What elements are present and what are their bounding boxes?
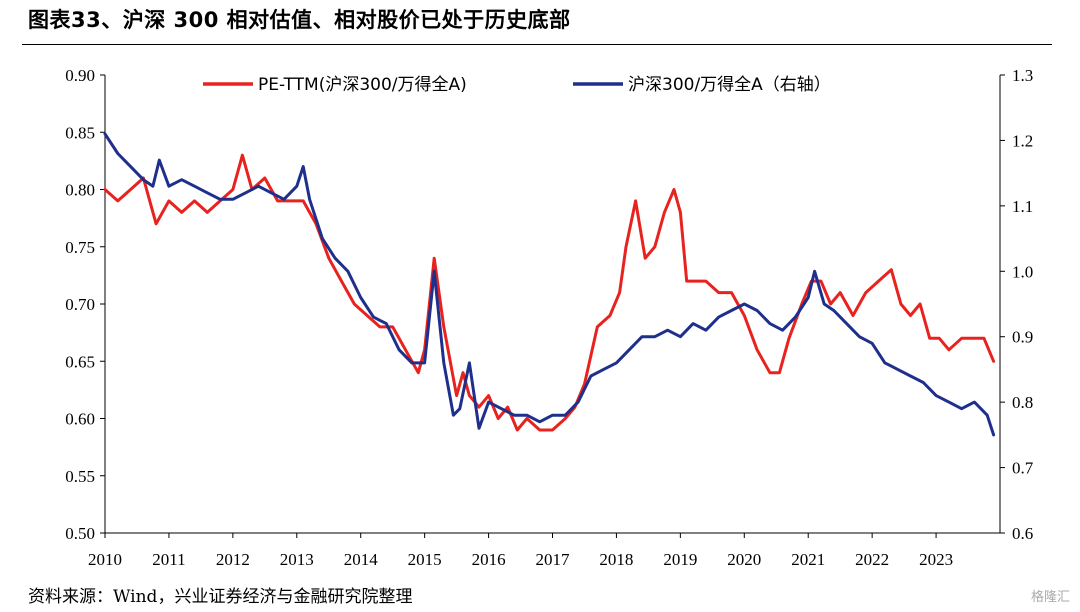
legend-label-price-ratio: 沪深300/万得全A（右轴） bbox=[628, 75, 831, 95]
left-tick-label: 0.75 bbox=[65, 238, 95, 257]
left-tick-label: 0.90 bbox=[65, 66, 95, 85]
right-tick-label: 1.1 bbox=[1012, 197, 1033, 216]
left-tick-label: 0.60 bbox=[65, 410, 95, 429]
left-tick-label: 0.55 bbox=[65, 467, 95, 486]
right-tick-label: 0.7 bbox=[1012, 459, 1034, 478]
x-tick-label: 2014 bbox=[344, 550, 379, 569]
x-tick-label: 2010 bbox=[88, 550, 122, 569]
legend: PE-TTM(沪深300/万得全A) 沪深300/万得全A（右轴） bbox=[203, 75, 831, 95]
title-rule bbox=[22, 44, 1052, 45]
source-note: 资料来源：Wind，兴业证券经济与金融研究院整理 bbox=[28, 587, 413, 607]
right-tick-label: 1.2 bbox=[1012, 131, 1033, 150]
x-tick-label: 2012 bbox=[216, 550, 250, 569]
series-line-price-ratio bbox=[103, 132, 996, 437]
left-tick-label: 0.85 bbox=[65, 123, 95, 142]
left-tick-label: 0.70 bbox=[65, 295, 95, 314]
chart-title: 图表33、沪深 300 相对估值、相对股价已处于历史底部 bbox=[28, 8, 571, 32]
x-tick-label: 2011 bbox=[152, 550, 185, 569]
left-tick-label: 0.80 bbox=[65, 181, 95, 200]
x-tick-label: 2019 bbox=[663, 550, 697, 569]
left-tick-label: 0.65 bbox=[65, 352, 95, 371]
x-tick-label: 2017 bbox=[536, 550, 571, 569]
x-tick-label: 2020 bbox=[727, 550, 761, 569]
x-tick-label: 2023 bbox=[919, 550, 953, 569]
right-tick-label: 0.6 bbox=[1012, 524, 1033, 543]
x-tick-label: 2016 bbox=[472, 550, 506, 569]
x-tick-label: 2013 bbox=[280, 550, 314, 569]
watermark: 格隆汇 bbox=[1030, 590, 1070, 605]
right-tick-label: 0.8 bbox=[1012, 393, 1033, 412]
right-tick-label: 1.3 bbox=[1012, 66, 1033, 85]
legend-label-pe-ttm: PE-TTM(沪深300/万得全A) bbox=[258, 75, 467, 95]
axes: 0.50 0.55 0.60 0.65 0.70 0.75 0.80 0.85 0.90 0.6 0… bbox=[65, 66, 1034, 569]
x-tick-label: 2022 bbox=[855, 550, 889, 569]
left-tick-label: 0.50 bbox=[65, 524, 95, 543]
series-lines bbox=[103, 132, 996, 437]
x-tick-label: 2021 bbox=[791, 550, 825, 569]
x-tick-label: 2018 bbox=[599, 550, 633, 569]
right-tick-label: 1.0 bbox=[1012, 262, 1033, 281]
x-tick-label: 2015 bbox=[408, 550, 442, 569]
series-line-pe-ttm bbox=[103, 153, 996, 432]
right-tick-label: 0.9 bbox=[1012, 328, 1033, 347]
